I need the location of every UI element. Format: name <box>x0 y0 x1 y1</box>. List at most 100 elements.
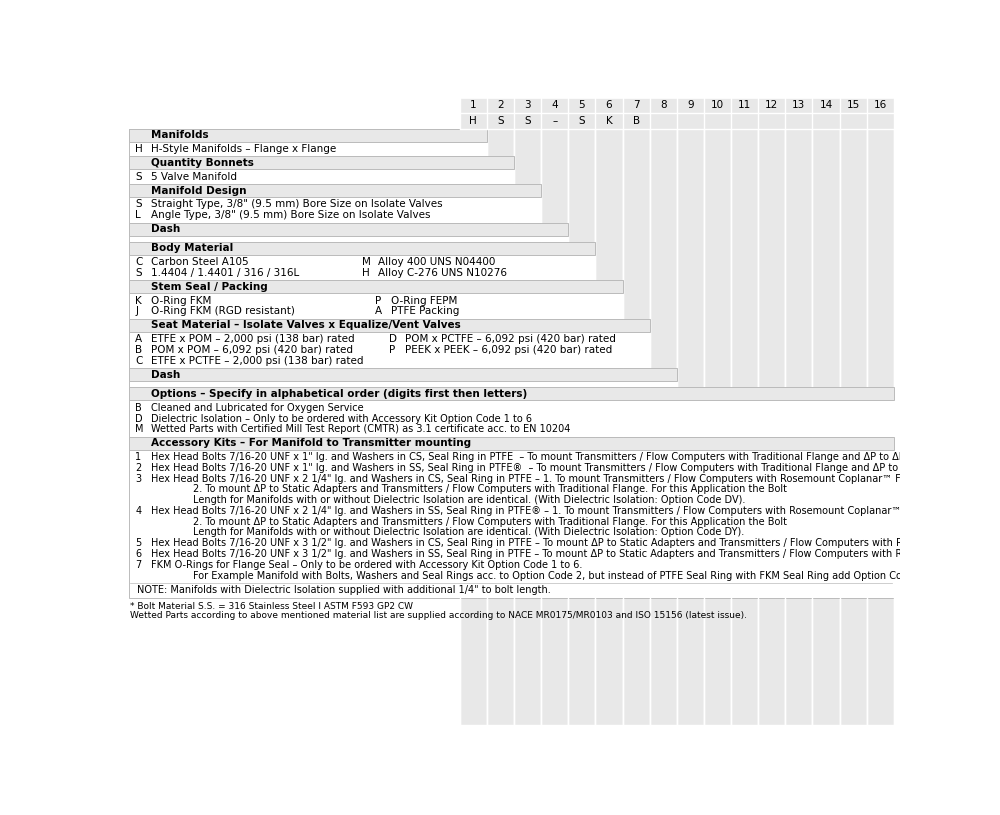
Text: 4: 4 <box>135 506 141 516</box>
Bar <box>129 368 677 387</box>
Bar <box>460 98 894 113</box>
Text: 2. To mount ΔP to Static Adapters and Transmitters / Flow Computers with Traditi: 2. To mount ΔP to Static Adapters and Tr… <box>193 517 787 526</box>
Bar <box>129 387 894 400</box>
Text: L: L <box>135 210 141 220</box>
Text: 7: 7 <box>633 100 639 111</box>
Bar <box>595 98 623 725</box>
Text: Manifold Design: Manifold Design <box>151 186 246 196</box>
Text: H: H <box>362 268 370 278</box>
Text: P: P <box>389 345 396 355</box>
Text: M: M <box>362 258 371 267</box>
Bar <box>460 113 894 129</box>
Bar <box>129 242 595 255</box>
Text: A: A <box>135 334 142 344</box>
Bar <box>568 98 595 725</box>
Bar <box>129 129 487 142</box>
Text: Body Material: Body Material <box>151 244 233 253</box>
Text: P: P <box>375 296 382 306</box>
Text: 14: 14 <box>819 100 833 111</box>
Text: 2. To mount ΔP to Static Adapters and Transmitters / Flow Computers with Traditi: 2. To mount ΔP to Static Adapters and Tr… <box>193 484 787 495</box>
Text: 3: 3 <box>524 100 531 111</box>
Text: S: S <box>497 116 504 126</box>
Bar <box>129 280 623 319</box>
Bar <box>460 98 487 725</box>
Text: 6: 6 <box>135 549 141 559</box>
Text: PEEK x PEEK – 6,092 psi (420 bar) rated: PEEK x PEEK – 6,092 psi (420 bar) rated <box>405 345 612 355</box>
Text: Cleaned and Lubricated for Oxygen Service: Cleaned and Lubricated for Oxygen Servic… <box>151 403 363 412</box>
Text: S: S <box>135 200 142 209</box>
Text: NOTE: Manifolds with Dielectric Isolation supplied with additional 1/4" to bolt : NOTE: Manifolds with Dielectric Isolatio… <box>137 585 550 595</box>
Bar <box>650 98 677 725</box>
Bar <box>623 98 650 725</box>
Text: Length for Manifolds with or without Dielectric Isolation are identical. (With D: Length for Manifolds with or without Die… <box>193 496 746 505</box>
Bar <box>129 280 623 293</box>
Text: S: S <box>135 268 142 278</box>
Text: ETFE x PCTFE – 2,000 psi (138 bar) rated: ETFE x PCTFE – 2,000 psi (138 bar) rated <box>151 356 363 366</box>
Text: B: B <box>633 116 640 126</box>
Text: Carbon Steel A105: Carbon Steel A105 <box>151 258 248 267</box>
Text: Quantity Bonnets: Quantity Bonnets <box>151 158 253 168</box>
Text: Hex Head Bolts 7/16-20 UNF x 2 1/4" lg. and Washers in SS, Seal Ring in PTFE® – : Hex Head Bolts 7/16-20 UNF x 2 1/4" lg. … <box>151 506 1000 516</box>
Text: Alloy C-276 UNS N10276: Alloy C-276 UNS N10276 <box>378 268 507 278</box>
Text: C: C <box>135 356 142 366</box>
Text: B: B <box>135 345 142 355</box>
Bar <box>731 98 758 725</box>
Bar <box>867 98 894 725</box>
Text: 8: 8 <box>660 100 667 111</box>
Text: 1.4404 / 1.4401 / 316 / 316L: 1.4404 / 1.4401 / 316 / 316L <box>151 268 299 278</box>
Text: D: D <box>135 413 143 424</box>
Text: Wetted Parts with Certified Mill Test Report (CMTR) as 3.1 certificate acc. to E: Wetted Parts with Certified Mill Test Re… <box>151 425 570 434</box>
Text: K: K <box>606 116 612 126</box>
Text: FKM O-Rings for Flange Seal – Only to be ordered with Accessory Kit Option Code : FKM O-Rings for Flange Seal – Only to be… <box>151 560 582 570</box>
Text: 5 Valve Manifold: 5 Valve Manifold <box>151 172 237 182</box>
Text: D: D <box>389 334 397 344</box>
Text: POM x POM – 6,092 psi (420 bar) rated: POM x POM – 6,092 psi (420 bar) rated <box>151 345 353 355</box>
Bar <box>785 98 812 725</box>
Text: ETFE x POM – 2,000 psi (138 bar) rated: ETFE x POM – 2,000 psi (138 bar) rated <box>151 334 354 344</box>
Text: H: H <box>469 116 477 126</box>
Text: 1: 1 <box>470 100 477 111</box>
Text: 16: 16 <box>874 100 887 111</box>
Bar <box>840 98 867 725</box>
Text: C: C <box>135 258 142 267</box>
Text: H-Style Manifolds – Flange x Flange: H-Style Manifolds – Flange x Flange <box>151 144 336 154</box>
Text: –: – <box>552 116 557 126</box>
Text: 11: 11 <box>738 100 751 111</box>
Bar <box>677 98 704 725</box>
Text: 2: 2 <box>135 463 141 473</box>
Text: Dash: Dash <box>151 224 180 234</box>
Text: PTFE Packing: PTFE Packing <box>391 306 459 316</box>
Bar <box>129 437 894 597</box>
Text: Accessory Kits – For Manifold to Transmitter mounting: Accessory Kits – For Manifold to Transmi… <box>151 438 471 448</box>
Bar <box>129 222 568 242</box>
Bar <box>812 98 840 725</box>
Text: Stem Seal / Packing: Stem Seal / Packing <box>151 282 267 292</box>
Text: 12: 12 <box>765 100 778 111</box>
Text: 13: 13 <box>792 100 805 111</box>
Bar <box>541 98 568 725</box>
Text: 2: 2 <box>497 100 504 111</box>
Bar <box>514 98 541 725</box>
Text: Wetted Parts according to above mentioned material list are supplied according t: Wetted Parts according to above mentione… <box>130 610 747 619</box>
Text: K: K <box>135 296 142 306</box>
Text: 9: 9 <box>687 100 694 111</box>
Text: O-Ring FEPM: O-Ring FEPM <box>391 296 457 306</box>
Text: 6: 6 <box>606 100 612 111</box>
Text: 15: 15 <box>846 100 860 111</box>
Text: Hex Head Bolts 7/16-20 UNF x 3 1/2" lg. and Washers in CS, Seal Ring in PTFE – T: Hex Head Bolts 7/16-20 UNF x 3 1/2" lg. … <box>151 538 1000 548</box>
Text: 10: 10 <box>711 100 724 111</box>
Bar <box>129 387 894 437</box>
Text: Hex Head Bolts 7/16-20 UNF x 1" lg. and Washers in CS, Seal Ring in PTFE  – To m: Hex Head Bolts 7/16-20 UNF x 1" lg. and … <box>151 452 954 462</box>
Text: For Example Manifold with Bolts, Washers and Seal Rings acc. to Option Code 2, b: For Example Manifold with Bolts, Washers… <box>193 570 933 580</box>
Text: 4: 4 <box>551 100 558 111</box>
Text: 5: 5 <box>135 538 141 548</box>
Bar <box>129 368 677 381</box>
Bar <box>704 98 731 725</box>
Text: Hex Head Bolts 7/16-20 UNF x 3 1/2" lg. and Washers in SS, Seal Ring in PTFE – T: Hex Head Bolts 7/16-20 UNF x 3 1/2" lg. … <box>151 549 1000 559</box>
Text: O-Ring FKM (RGD resistant): O-Ring FKM (RGD resistant) <box>151 306 294 316</box>
Text: M: M <box>135 425 144 434</box>
Text: Length for Manifolds with or without Dielectric Isolation are identical. (With D: Length for Manifolds with or without Die… <box>193 527 744 537</box>
Text: Hex Head Bolts 7/16-20 UNF x 2 1/4" lg. and Washers in CS, Seal Ring in PTFE – 1: Hex Head Bolts 7/16-20 UNF x 2 1/4" lg. … <box>151 474 1000 483</box>
Text: Dielectric Isolation – Only to be ordered with Accessory Kit Option Code 1 to 6: Dielectric Isolation – Only to be ordere… <box>151 413 532 424</box>
Text: 3: 3 <box>135 474 141 483</box>
